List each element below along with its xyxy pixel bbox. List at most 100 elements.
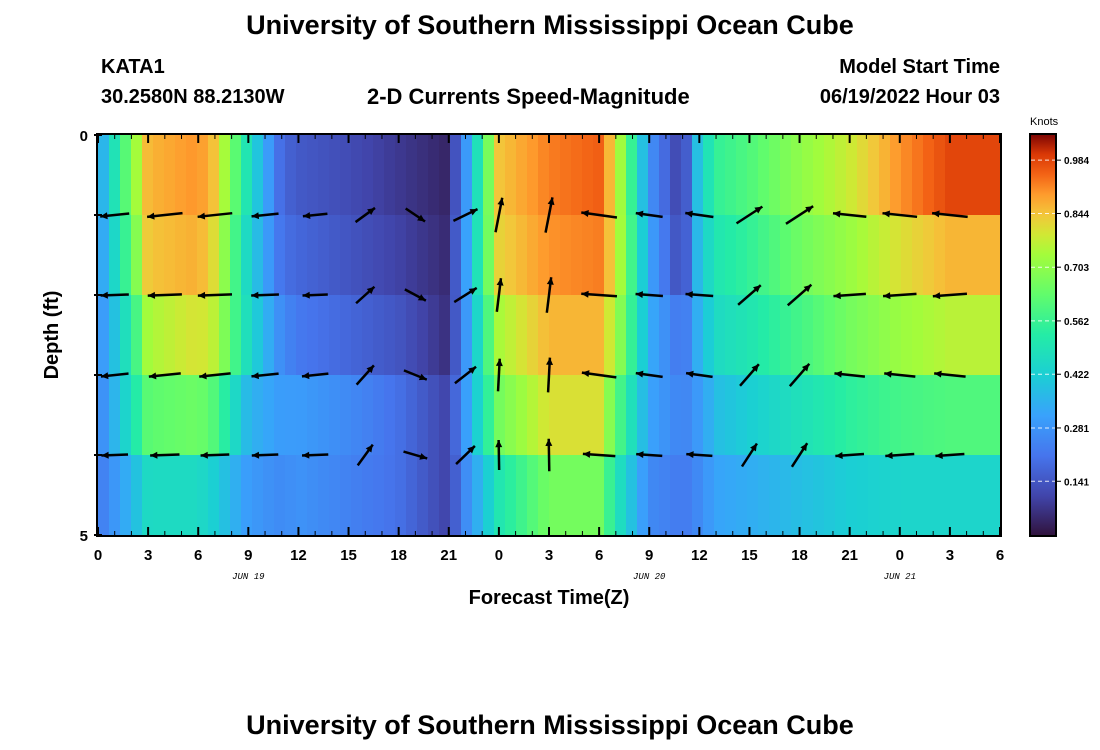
heatmap-cell <box>912 375 924 456</box>
heatmap-cell <box>593 455 605 536</box>
current-arrow <box>788 362 811 388</box>
heatmap-cell <box>945 215 957 296</box>
heatmap-cell <box>307 295 319 376</box>
current-vector-layer <box>100 197 968 472</box>
x-axis: 0 3 6 9 12 15 18 21 0 3 6 9 12 15 18 21 0 3 6 JUN 19 JUN 20 J… <box>94 135 1004 582</box>
heatmap-cell <box>582 295 594 376</box>
current-arrow <box>251 212 279 220</box>
current-arrow <box>302 212 328 219</box>
heatmap-cell <box>736 295 748 376</box>
current-arrow <box>635 370 663 379</box>
current-arrow <box>935 452 965 459</box>
current-arrow <box>885 452 915 459</box>
current-arrow <box>453 286 478 304</box>
heatmap-cell <box>769 455 781 536</box>
heatmap-cell <box>824 455 836 536</box>
heatmap-cell <box>967 455 979 536</box>
heatmap-cell <box>472 215 484 296</box>
heatmap-cell <box>384 375 396 456</box>
heatmap-cell <box>538 135 550 216</box>
heatmap-cell <box>725 375 737 456</box>
heatmap-cell <box>472 135 484 216</box>
heatmap-cell <box>736 455 748 536</box>
heatmap-cell <box>538 295 550 376</box>
heatmap-cell <box>516 215 528 296</box>
colorbar-label: Knots <box>1030 116 1059 128</box>
heatmap-cell <box>98 455 110 536</box>
heatmap-cell <box>571 215 583 296</box>
heatmap-cell <box>967 375 979 456</box>
current-arrow <box>786 283 813 307</box>
heatmap-cell <box>923 375 935 456</box>
heatmap-cell <box>219 215 231 296</box>
heatmap-cell <box>824 375 836 456</box>
heatmap-cell <box>758 375 770 456</box>
heatmap-cell <box>747 375 759 456</box>
heatmap-cell <box>109 375 121 456</box>
x-tick-label: 9 <box>645 547 653 564</box>
current-arrow <box>494 197 505 233</box>
heatmap-cell <box>813 295 825 376</box>
heatmap-cell <box>461 295 473 376</box>
heatmap-cell <box>956 295 968 376</box>
heatmap-cell <box>351 215 363 296</box>
heatmap-cell <box>197 295 209 376</box>
heatmap-cell <box>714 375 726 456</box>
current-arrow <box>454 365 477 385</box>
heatmap-cell <box>208 375 220 456</box>
heatmap-cell <box>175 215 187 296</box>
current-arrow <box>200 451 230 459</box>
heatmap-cell <box>659 215 671 296</box>
heatmap-cell <box>472 295 484 376</box>
heatmap-cell <box>219 135 231 216</box>
heatmap-cell <box>692 215 704 296</box>
heatmap-cell <box>263 295 275 376</box>
current-arrow <box>685 210 714 219</box>
current-arrow <box>403 450 428 460</box>
x-tick-label: 3 <box>946 547 954 564</box>
heatmap-cell <box>428 295 440 376</box>
date-label: JUN 21 <box>884 572 916 582</box>
current-arrow <box>686 451 713 459</box>
heatmap-cell <box>461 375 473 456</box>
heatmap-cell <box>439 215 451 296</box>
heatmap-cell <box>956 375 968 456</box>
heatmap-cell <box>263 455 275 536</box>
heatmap-cell <box>604 455 616 536</box>
heatmap-cell <box>758 215 770 296</box>
heatmap-cell <box>923 215 935 296</box>
colorbar-tick-label: 0.141 <box>1064 477 1089 488</box>
heatmap-cell <box>472 455 484 536</box>
main-title: University of Southern Mississippi Ocean… <box>246 10 854 40</box>
heatmap-cell <box>571 295 583 376</box>
heatmap-cell <box>208 135 220 216</box>
heatmap-cell <box>351 135 363 216</box>
heatmap-cell <box>208 215 220 296</box>
heatmap-cell <box>483 215 495 296</box>
heatmap-cell <box>230 455 242 536</box>
heatmap-cell <box>615 295 627 376</box>
heatmap-cell <box>945 295 957 376</box>
heatmap-cell <box>197 215 209 296</box>
current-arrow <box>100 291 129 299</box>
heatmap-cell <box>780 375 792 456</box>
heatmap-cell <box>164 295 176 376</box>
heatmap-cell <box>538 375 550 456</box>
heatmap-cell <box>120 215 132 296</box>
heatmap-cell <box>747 455 759 536</box>
current-arrow <box>354 206 376 224</box>
heatmap-cell <box>703 295 715 376</box>
heatmap-cell <box>230 375 242 456</box>
heatmap-cell <box>131 135 143 216</box>
heatmap-cell <box>989 215 1001 296</box>
heatmap-cell <box>307 135 319 216</box>
heatmap-cell <box>527 375 539 456</box>
heatmap-cell <box>428 135 440 216</box>
heatmap-cell <box>802 455 814 536</box>
heatmap-cell <box>340 455 352 536</box>
heatmap-cell <box>681 375 693 456</box>
heatmap-cell <box>230 215 242 296</box>
heatmap-cell <box>802 215 814 296</box>
heatmap-cell <box>175 295 187 376</box>
heatmap-cell <box>362 375 374 456</box>
